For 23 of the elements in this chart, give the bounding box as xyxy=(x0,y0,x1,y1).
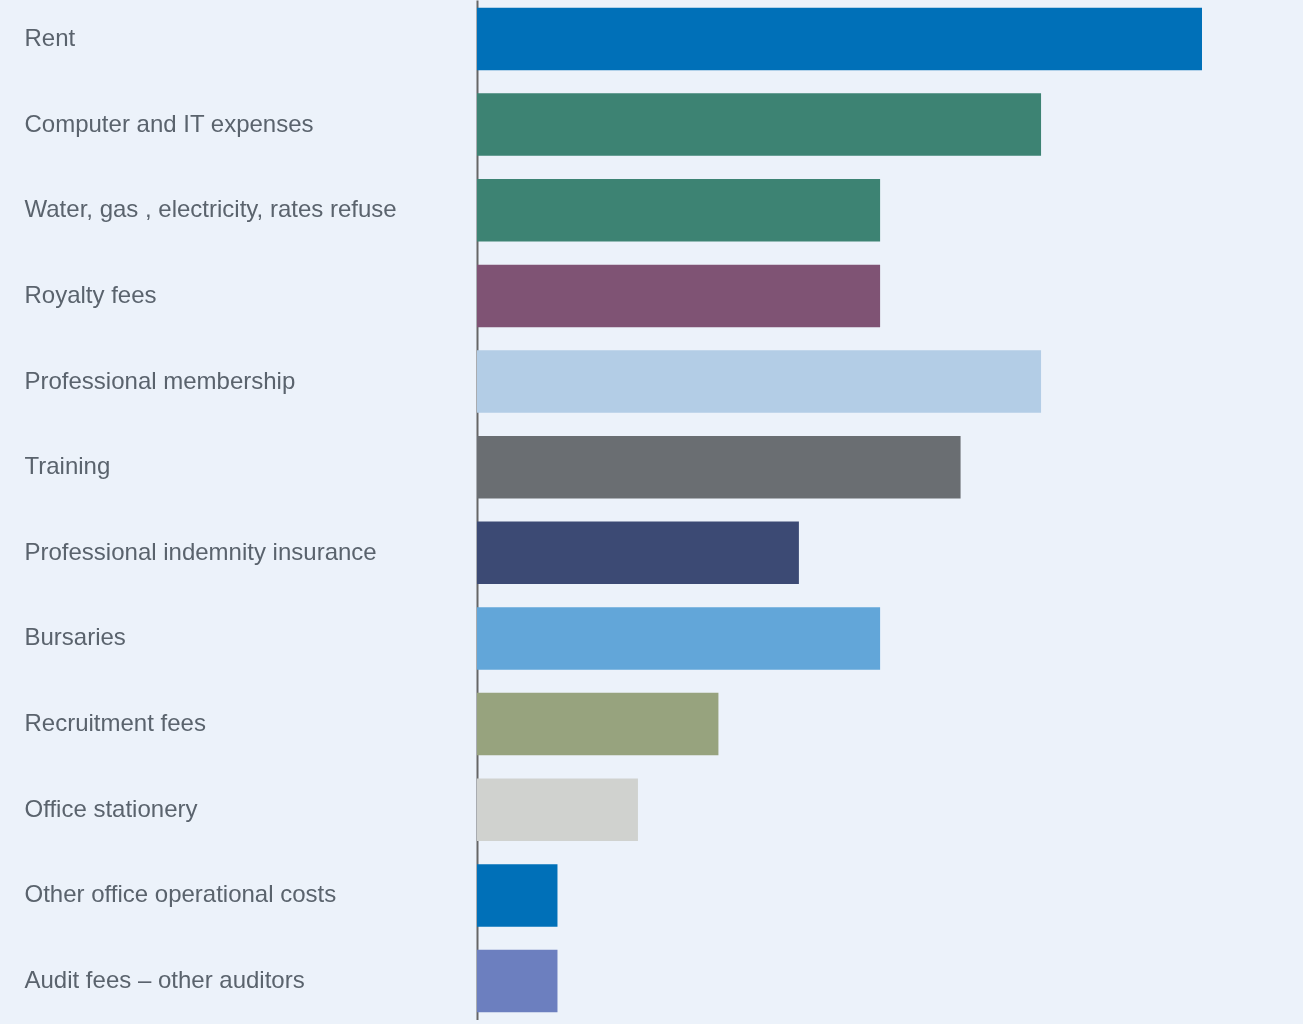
bar xyxy=(477,7,1202,71)
bar xyxy=(477,778,638,842)
y-tick-label: Training xyxy=(24,452,111,480)
bar xyxy=(477,350,1042,413)
bar xyxy=(477,607,881,670)
y-tick-label: Bursaries xyxy=(24,623,126,651)
y-tick-label: Audit fees – other auditors xyxy=(24,966,305,994)
y-tick-label: Other office operational costs xyxy=(24,880,337,908)
y-tick-label: Rent xyxy=(24,23,76,51)
bar xyxy=(477,93,1042,156)
bar xyxy=(477,178,881,242)
y-tick-label: Water, gas , electricity, rates refuse xyxy=(24,195,397,223)
y-tick-label: Professional membership xyxy=(24,366,296,394)
y-tick-label: Royalty fees xyxy=(24,280,157,308)
bar xyxy=(477,864,558,927)
bar xyxy=(477,264,881,328)
bar xyxy=(477,949,558,1013)
y-tick-label: Professional indemnity insurance xyxy=(24,537,377,565)
y-tick-label: Office stationery xyxy=(24,794,198,822)
bar xyxy=(477,521,799,585)
bar xyxy=(477,692,719,756)
y-tick-label: Recruitment fees xyxy=(24,709,206,737)
y-tick-label: Computer and IT expenses xyxy=(24,109,314,137)
